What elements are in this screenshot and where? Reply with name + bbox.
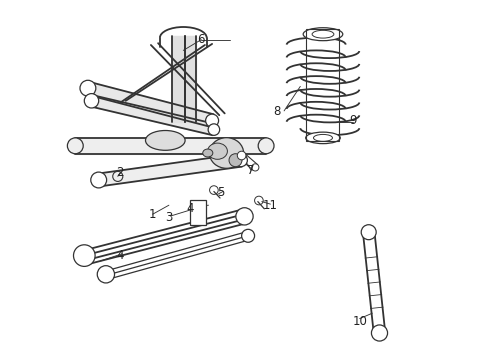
Bar (189, 200, 205, 225)
Circle shape (73, 245, 95, 266)
Text: 4: 4 (186, 202, 194, 215)
Circle shape (208, 124, 219, 135)
Circle shape (251, 164, 258, 171)
Polygon shape (98, 154, 241, 186)
Ellipse shape (145, 130, 185, 150)
Text: 8: 8 (273, 105, 280, 118)
Circle shape (91, 172, 106, 188)
Polygon shape (185, 36, 195, 122)
Circle shape (237, 151, 245, 160)
Circle shape (361, 225, 375, 240)
Bar (306, 29, 338, 141)
Text: 2: 2 (116, 166, 124, 179)
Ellipse shape (203, 149, 212, 157)
Text: 9: 9 (348, 114, 356, 127)
Circle shape (234, 154, 247, 167)
Text: 6: 6 (197, 33, 204, 46)
Ellipse shape (209, 138, 243, 168)
Polygon shape (172, 36, 185, 122)
Circle shape (205, 114, 218, 127)
Text: 3: 3 (165, 211, 172, 224)
Ellipse shape (303, 28, 342, 41)
Circle shape (67, 138, 83, 154)
Polygon shape (86, 82, 213, 127)
Text: 11: 11 (262, 199, 277, 212)
Text: 1: 1 (149, 208, 156, 221)
Circle shape (80, 80, 96, 96)
Text: 10: 10 (351, 315, 366, 328)
Circle shape (228, 154, 242, 167)
Ellipse shape (305, 132, 340, 144)
Circle shape (371, 325, 387, 341)
Text: 5: 5 (217, 186, 224, 199)
Text: 7: 7 (247, 164, 254, 177)
Text: 4: 4 (116, 249, 124, 262)
Circle shape (235, 208, 253, 225)
Circle shape (241, 229, 254, 242)
Polygon shape (90, 95, 215, 135)
Ellipse shape (207, 143, 227, 159)
Circle shape (194, 215, 201, 222)
Circle shape (258, 138, 273, 154)
Circle shape (97, 266, 114, 283)
Polygon shape (75, 138, 265, 154)
Circle shape (84, 94, 99, 108)
Circle shape (193, 201, 202, 210)
